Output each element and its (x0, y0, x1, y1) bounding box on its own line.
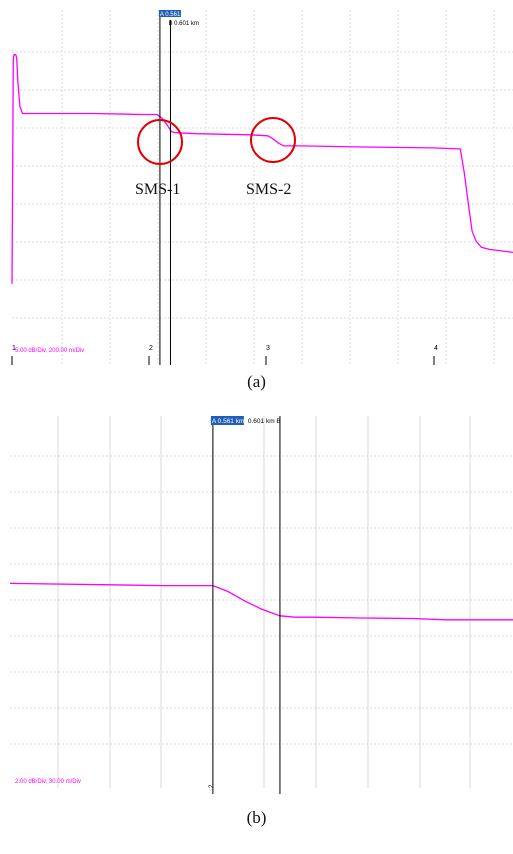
event-number-2: 2 (209, 784, 215, 788)
caption-b: (b) (0, 808, 513, 828)
event-circle-2 (251, 118, 295, 162)
event-number-3: 3 (266, 345, 270, 352)
event-markers-b: 2 (209, 784, 215, 788)
annotation-sms-2: SMS-2 (246, 181, 291, 198)
otdr-trace-chart-b: A 0.561 km 0.601 km B 2 2.00 dB/Div, 30.0… (0, 416, 513, 794)
cursor-a-label: A 0.561 km (212, 418, 245, 425)
cursor-b-label: 0.601 km B (248, 418, 281, 425)
caption-a: (a) (0, 372, 513, 392)
cursors-b: A 0.561 km 0.601 km B (211, 416, 281, 794)
trace-b (10, 583, 513, 619)
event-number-4: 4 (434, 345, 438, 352)
annotations-a: SMS-1 SMS-2 (135, 118, 295, 198)
event-number-2: 2 (149, 345, 153, 352)
trace-line-a (12, 55, 513, 284)
trace-a (12, 55, 513, 284)
cursor-a-label: A 0.561 km (160, 12, 190, 18)
trace-line-b (10, 583, 513, 619)
grid-b (10, 416, 513, 788)
scale-label-a: 5.00 dB/Div, 200.00 m/Div (15, 348, 84, 354)
scale-label-b: 2.00 dB/Div, 30.00 m/Div (15, 779, 81, 785)
otdr-panel-b: A 0.561 km 0.601 km B 2 2.00 dB/Div, 30.0… (0, 416, 513, 794)
annotation-sms-1: SMS-1 (135, 181, 180, 198)
cursor-b-label: B 0.601 km (168, 21, 198, 27)
